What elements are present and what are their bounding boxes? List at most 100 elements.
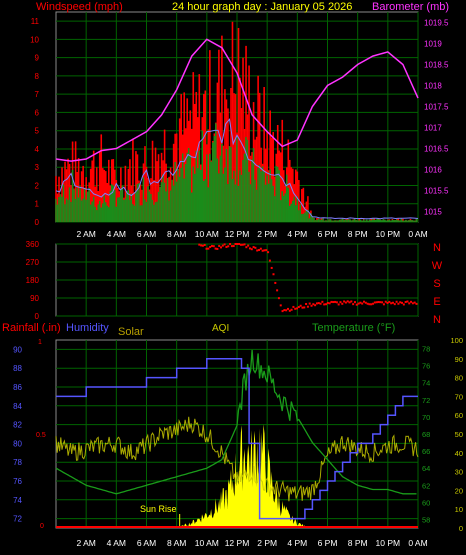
direction-point [229,243,232,245]
baro-y-tick: 1015.5 [424,187,449,196]
x-tick-label: 4 PM [287,229,307,239]
direction-point [306,305,309,308]
direction-point [234,243,237,245]
direction-point [294,307,297,310]
direction-point [341,302,344,305]
dir-y-tick: 0 [35,312,40,321]
direction-point [220,246,223,249]
barometer-axis-title: Barometer (mb) [372,1,449,13]
direction-point [319,302,322,305]
x-tick-label: 0 AM [408,538,427,548]
direction-point [382,303,385,306]
direction-point [312,303,315,306]
direction-point [364,301,367,304]
dir-y-tick: 90 [30,294,39,303]
dir-y-tick: 270 [26,258,40,267]
wind-y-tick: 9 [35,54,40,63]
x-tick-label: 10 PM [376,229,401,239]
direction-point [276,289,279,292]
direction-point [248,247,251,250]
temp-y-tick: 58 [422,515,430,524]
direction-point [281,310,284,313]
direction-point [411,302,414,305]
direction-point [221,244,224,247]
compass-label: N [433,242,441,254]
humidity-y-tick: 80 [13,439,22,448]
aqi-label: AQI [212,323,229,334]
x-tick-label: 2 AM [76,538,95,548]
direction-point [314,304,317,307]
direction-point [344,301,347,304]
direction-point [357,302,360,305]
direction-point [324,303,327,306]
direction-point [317,302,320,305]
temp-y-tick: 62 [422,481,430,490]
direction-point [323,303,326,306]
direction-point [296,307,299,310]
direction-point [245,246,248,249]
direction-point [259,247,262,250]
wind-y-tick: 5 [35,127,40,136]
x-tick-label: 2 PM [257,229,277,239]
direction-point [352,303,355,306]
direction-point [366,302,369,305]
aqi-y-tick: 70 [455,392,463,401]
x-tick-label: 0 AM [408,229,427,239]
direction-point [381,301,384,304]
temperature-axis-title: Temperature (°F) [312,322,395,334]
direction-point [348,301,351,304]
direction-point [205,247,208,250]
direction-point [315,302,318,305]
direction-point [391,301,394,304]
direction-point [410,300,413,303]
direction-point [355,303,358,306]
direction-point [238,243,241,245]
direction-point [258,248,261,251]
direction-point [268,259,271,262]
direction-point [379,301,382,304]
direction-point [290,308,293,311]
direction-point [201,244,204,247]
direction-point [214,247,217,250]
direction-point [210,244,213,247]
direction-point [401,301,404,304]
direction-point [404,300,407,303]
x-tick-label: 8 PM [348,538,368,548]
direction-point [236,243,239,245]
direction-point [305,302,308,305]
direction-point [368,303,371,306]
direction-point [299,304,302,307]
direction-point [375,301,378,304]
compass-label: N [433,314,441,326]
barometer-line [55,38,419,162]
temp-y-tick: 66 [422,447,430,456]
aqi-y-tick: 100 [450,336,463,345]
graph-title: 24 hour graph day : January 05 2026 [172,1,352,13]
direction-point [225,246,228,249]
direction-point [372,302,375,305]
x-tick-label: 6 PM [318,229,338,239]
aqi-y-tick: 50 [455,430,463,439]
direction-point [243,243,246,246]
direction-point [343,300,346,303]
direction-point [247,244,250,247]
aqi-y-tick: 0 [459,524,463,533]
direction-point [230,245,233,248]
humidity-y-tick: 78 [13,458,22,467]
direction-point [223,243,226,246]
direction-point [359,301,362,304]
direction-point [353,301,356,304]
aqi-y-tick: 80 [455,374,463,383]
x-tick-label: 8 AM [167,538,186,548]
aqi-y-tick: 20 [455,486,463,495]
direction-point [321,300,324,303]
baro-y-tick: 1018.5 [424,61,449,70]
direction-point [288,309,291,312]
solar-label: Solar [118,326,144,338]
direction-point [330,300,333,303]
direction-point [397,302,400,305]
direction-point [334,300,337,303]
direction-point [303,306,306,309]
direction-point [370,303,373,306]
